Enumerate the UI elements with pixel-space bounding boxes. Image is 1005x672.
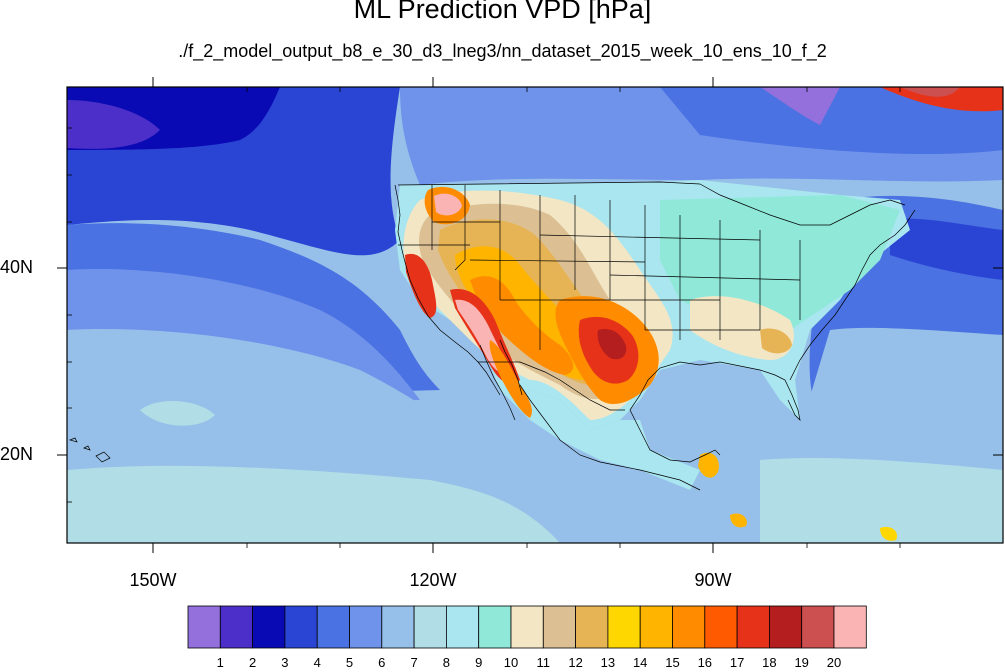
colorbar-swatch: [413, 605, 447, 649]
colorbar-swatch: [187, 605, 221, 649]
colorbar-tick-label: 19: [794, 655, 809, 670]
hudson-purple-patch: [760, 87, 840, 125]
map-subtitle: ./f_2_model_output_b8_e_30_d3_lneg3/nn_d…: [178, 41, 827, 61]
baja-hot-band: [489, 340, 532, 418]
colorbar-tick-label: 6: [378, 655, 386, 670]
colorbar-tick-label: 15: [665, 655, 680, 670]
north-pink-patch: [900, 87, 960, 97]
hudson-bay-band: [660, 87, 1003, 155]
central-america-spot: [730, 513, 747, 528]
colorbar-tick-label: 2: [248, 655, 257, 670]
map-title: ML Prediction VPD [hPa]: [353, 0, 652, 24]
colorbar-tick-label: 1: [216, 655, 224, 670]
gulf-coastline: [629, 361, 801, 422]
colorbar-tick-label: 12: [568, 655, 583, 670]
colorbar-swatch: [284, 605, 318, 649]
west-coastline: [394, 184, 501, 396]
boundary-lines: [68, 181, 916, 491]
colorbar-swatch: [252, 605, 286, 649]
southwest-hot-band: [470, 276, 574, 375]
colorbar-tick-label: 10: [503, 655, 519, 670]
northwest-pink-core: [434, 193, 462, 216]
southeast-gold-spot: [760, 328, 792, 354]
colorbar-tick-label: 7: [410, 655, 418, 670]
pacific-south-band: [67, 329, 460, 470]
hawaii-islands: [68, 437, 111, 463]
lon-label-120w: 120W: [409, 570, 457, 590]
state-lines-horizontal: [398, 221, 801, 331]
south-america-spot: [880, 526, 898, 541]
mexico-gulf-coast: [629, 409, 721, 463]
minor-ticks: [67, 87, 901, 548]
colorbar-swatch: [672, 605, 706, 649]
colorbar-swatch: [381, 605, 415, 649]
hawaii-region-patch: [140, 400, 215, 426]
colorbar-tick-label: 13: [600, 655, 616, 670]
colorbar-swatch: [736, 605, 770, 649]
colorbar-tick-label: 3: [281, 655, 289, 670]
colorbar-tick-label: 8: [442, 655, 450, 670]
colorbar-swatch: [607, 605, 641, 649]
pacific-purple-patch: [67, 100, 160, 149]
colorbar-tick-label: 5: [345, 655, 354, 670]
yucatan-hot-spot: [698, 452, 719, 478]
atlantic-deep-band: [890, 218, 1003, 280]
us-canada-border: [397, 181, 701, 186]
colorbar-swatch: [510, 605, 544, 649]
colorbar-swatch: [833, 605, 867, 649]
colorbar-swatch: [639, 605, 673, 649]
baja-coastline: [479, 339, 523, 421]
colorbar-swatch: [542, 605, 576, 649]
colorbar-swatch: [704, 605, 738, 649]
colorbar-swatch: [349, 605, 383, 649]
colorbar-tick-label: 20: [826, 655, 842, 670]
north-red-patch: [880, 87, 1003, 112]
colorbar-tick-label: 18: [762, 655, 777, 670]
colorbar-tick-label: 11: [536, 655, 551, 670]
lat-label-20n: 20N: [0, 444, 34, 464]
colorbar: [187, 605, 867, 649]
colorbar-tick-label: 16: [697, 655, 713, 670]
colorbar-tick-label: 17: [729, 655, 745, 670]
colorbar-tick-label: 4: [313, 655, 321, 670]
us-mexico-border: [478, 361, 625, 411]
lon-label-90w: 90W: [694, 570, 732, 590]
colorbar-swatch: [801, 605, 835, 649]
california-red-band: [405, 253, 437, 318]
colorbar-swatch: [219, 605, 254, 649]
colorbar-tick-label: 14: [632, 655, 648, 670]
colorbar-swatch: [575, 605, 609, 649]
texas-darkred-core: [597, 328, 627, 360]
mexico-west-coast: [519, 384, 701, 491]
colorbar-tick-label: 9: [475, 655, 483, 670]
lon-label-150w: 150W: [129, 570, 177, 590]
colorbar-swatch: [445, 605, 480, 649]
axis-ticks: [57, 77, 1003, 553]
colorbar-swatch: [316, 605, 350, 649]
great-lakes-border: [699, 183, 906, 226]
mexico-land-base: [480, 340, 700, 490]
tropical-pacific-band: [67, 465, 560, 543]
colorbar-swatch: [769, 605, 803, 649]
colorbar-swatch: [478, 605, 512, 649]
lat-label-40n: 40N: [0, 257, 34, 277]
vpd-field: [67, 87, 1003, 543]
caribbean-band: [760, 458, 1003, 543]
atlantic-coastline: [789, 209, 916, 381]
